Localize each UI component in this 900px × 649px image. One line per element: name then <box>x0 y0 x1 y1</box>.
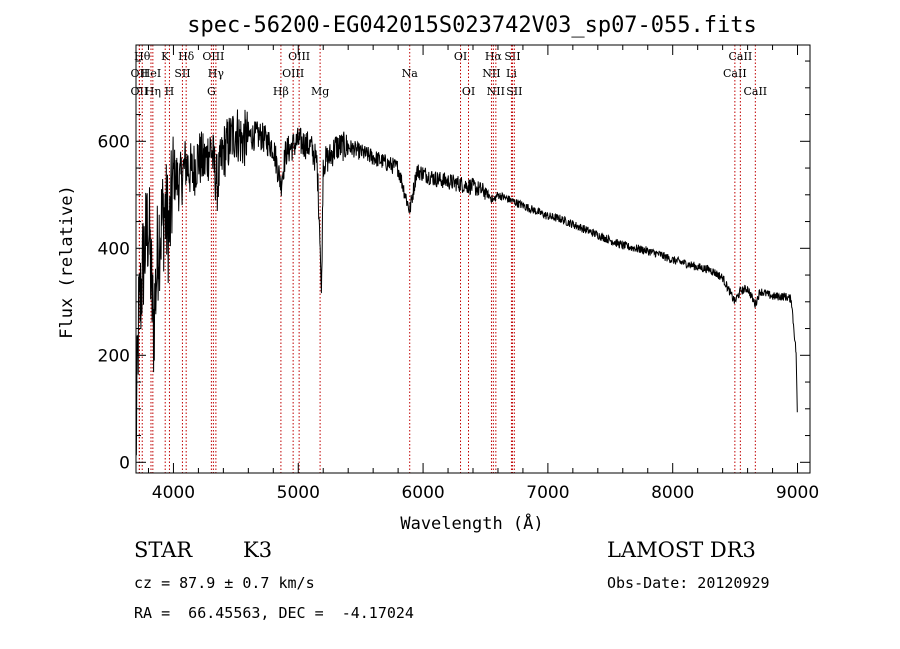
line-marker-label: OII <box>131 85 149 98</box>
line-marker-label: G <box>207 85 216 98</box>
line-marker-label: Na <box>402 67 419 80</box>
x-tick-label: 8000 <box>651 483 694 503</box>
line-marker-label: SII <box>506 85 522 98</box>
x-tick-label: 6000 <box>401 483 444 503</box>
line-marker-label: H <box>165 85 175 98</box>
line-marker-label: OIII <box>288 50 310 63</box>
object-subclass: K3 <box>243 538 273 562</box>
line-marker-label: CaII <box>729 50 753 63</box>
line-marker-label: Hη <box>145 85 161 98</box>
line-marker-label: SII <box>174 67 190 80</box>
line-marker-label: NII <box>487 85 505 98</box>
line-marker-label: K <box>161 50 170 63</box>
line-marker-label: HeI <box>141 67 161 80</box>
chart-title: spec-56200-EG042015S023742V03_sp07-055.f… <box>187 13 757 38</box>
line-marker-label: CaII <box>743 85 767 98</box>
line-marker-label: CaII <box>723 67 747 80</box>
survey-name: LAMOST DR3 <box>607 538 756 562</box>
y-tick-label: 400 <box>98 239 130 259</box>
y-axis-label: Flux (relative) <box>57 185 77 339</box>
axis-ticks: 4000 5000 6000 7000 8000 9000 0 200 400 600 <box>98 45 819 503</box>
line-marker-label: Hα <box>485 50 503 63</box>
x-axis-label: Wavelength (Å) <box>400 512 543 534</box>
redshift-cz: cz = 87.9 ± 0.7 km/s <box>134 574 315 592</box>
coordinates: RA = 66.45563, DEC = -4.17024 <box>134 604 414 622</box>
plot-frame <box>135 44 811 474</box>
line-marker-label: OIII <box>282 67 304 80</box>
line-marker-label: Hθ <box>134 50 151 63</box>
line-marker-label: Hγ <box>208 67 225 80</box>
object-class: STAR <box>134 538 193 562</box>
line-marker-label: SII <box>504 50 520 63</box>
y-tick-label: 200 <box>98 346 130 366</box>
line-marker-label: Mg <box>311 85 329 98</box>
spectrum-line <box>135 109 798 456</box>
line-marker-label: OI <box>462 85 475 98</box>
spectrum <box>135 109 798 456</box>
line-marker-label: NII <box>482 67 500 80</box>
x-tick-label: 4000 <box>152 483 195 503</box>
x-tick-label: 9000 <box>776 483 819 503</box>
line-marker-label: Hδ <box>178 50 195 63</box>
x-tick-label: 7000 <box>526 483 569 503</box>
x-tick-label: 5000 <box>277 483 320 503</box>
y-tick-label: 600 <box>98 132 130 152</box>
y-tick-label: 0 <box>119 453 130 473</box>
line-marker-label: OI <box>454 50 467 63</box>
line-marker-label: Hβ <box>273 85 289 98</box>
line-marker-label: OIII <box>202 50 224 63</box>
observation-date: Obs-Date: 20120929 <box>607 574 770 592</box>
line-marker-label: Li <box>506 67 517 80</box>
